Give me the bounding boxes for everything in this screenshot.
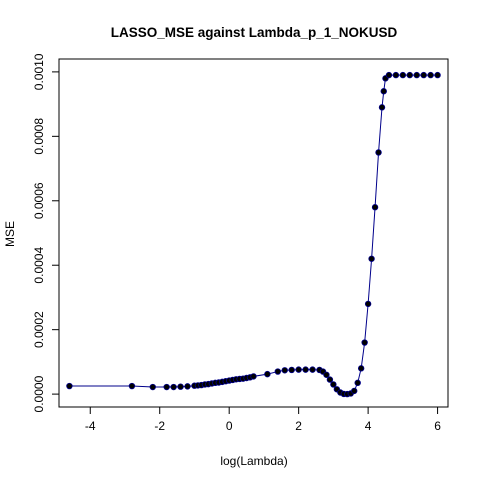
data-point [351,387,358,395]
data-point [323,371,330,378]
series-layer [66,71,441,398]
data-point [361,339,368,346]
data-point [375,149,382,156]
data-point [378,104,386,111]
data-point [250,373,257,380]
data-point [309,366,316,373]
x-tick-label: 0 [226,419,233,433]
data-point [177,383,184,390]
data-point [274,368,282,375]
data-point [371,204,379,211]
data-point [434,71,441,79]
data-point [427,71,434,79]
x-axis: -4 -2 0 2 4 6 [85,406,441,433]
data-point [392,71,400,79]
data-point [128,382,136,390]
data-point [264,370,271,378]
series-line [69,74,438,395]
x-tick-label: -4 [85,419,96,433]
data-point [163,383,170,391]
data-point [354,379,361,387]
y-tick-label: 0.0008 [32,118,46,155]
data-point [170,383,177,391]
data-point [330,381,337,388]
x-axis-label: log(Lambda) [220,454,287,468]
chart-title: LASSO_MSE against Lambda_p_1_NOKUSD [111,25,398,40]
y-tick-label: 0.0010 [32,53,46,90]
plot-frame [58,58,449,408]
y-tick-label: 0.0002 [32,311,46,348]
y-tick-label: 0.0004 [32,247,46,284]
data-point [420,71,427,79]
data-point [357,365,365,372]
data-point [302,366,309,373]
data-point [399,71,407,79]
data-point [413,71,420,79]
x-tick-label: 2 [295,419,302,433]
data-point [66,382,73,390]
y-tick-label: 0.0006 [32,182,46,219]
data-point [380,88,387,95]
y-axis-label: MSE [3,221,17,247]
y-axis: 0.0000 0.0002 0.0004 0.0006 0.0008 0.0010 [32,53,60,412]
data-point [326,376,334,383]
x-tick-label: 6 [434,419,441,433]
data-point [295,366,302,373]
data-point [281,367,288,374]
data-point [368,255,375,262]
x-tick-label: 4 [365,419,372,433]
data-point [406,71,413,79]
data-point [149,383,156,391]
data-point [364,300,372,308]
data-point [184,383,191,390]
x-tick-label: -2 [154,419,165,433]
y-tick-label: 0.0000 [32,375,46,412]
data-point [288,366,295,374]
data-point [385,71,393,79]
